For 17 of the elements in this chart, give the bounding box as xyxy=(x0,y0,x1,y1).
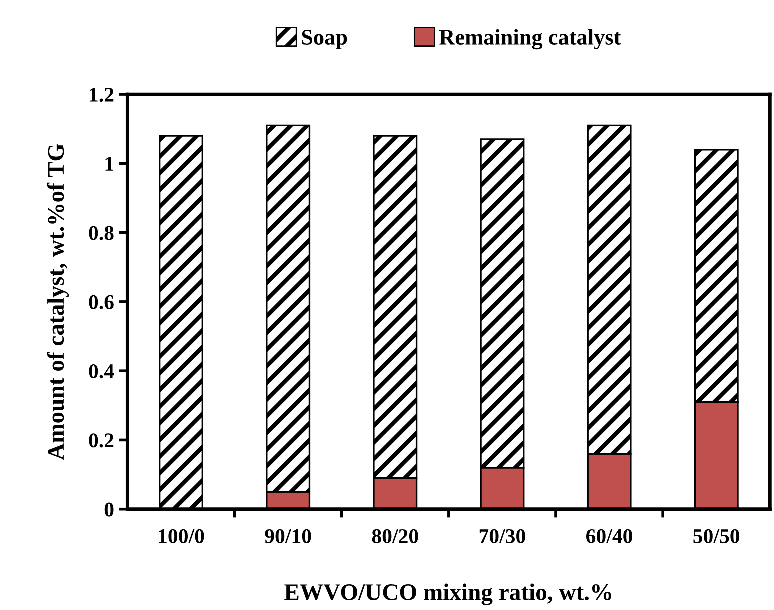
x-tick-label: 100/0 xyxy=(159,529,204,544)
legend-label: Soap xyxy=(302,30,348,50)
y-tick-label: 0.2 xyxy=(89,434,114,448)
y-tick-label: 0.6 xyxy=(89,295,114,310)
x-tick-label: 50/50 xyxy=(694,529,740,544)
x-tick-label: 70/30 xyxy=(480,529,526,544)
y-axis-title: Amount of catalyst, wt.%of TG xyxy=(47,144,70,460)
y-tick-label: 0.8 xyxy=(89,226,114,240)
y-tick-label: 0.4 xyxy=(89,364,114,379)
y-tick-label: 1 xyxy=(106,157,114,171)
y-tick-label: 0 xyxy=(104,502,114,517)
legend-label: Remaining catalyst xyxy=(440,29,622,50)
y-tick-label: 1.2 xyxy=(90,88,114,102)
x-tick-label: 90/10 xyxy=(265,529,312,544)
x-tick-label: 60/40 xyxy=(586,529,632,544)
x-tick-label: 80/20 xyxy=(372,529,418,544)
x-axis-title: EWVO/UCO mixing ratio, wt.% xyxy=(284,584,612,606)
